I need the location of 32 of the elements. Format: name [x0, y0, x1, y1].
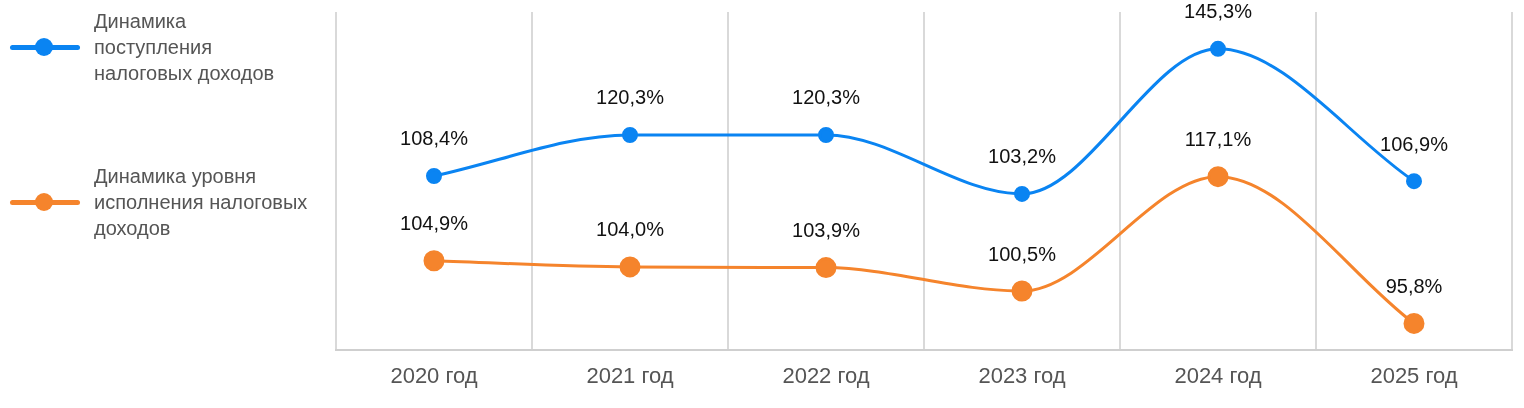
point [1403, 312, 1425, 334]
point [1011, 280, 1033, 302]
x-tick-label: 2024 год [1174, 362, 1262, 388]
data-label: 106,9% [1380, 132, 1449, 155]
point [1210, 40, 1226, 57]
data-label: 120,3% [596, 86, 665, 109]
data-label: 117,1% [1184, 128, 1252, 151]
point [1406, 173, 1422, 190]
x-tick-label: 2022 год [782, 362, 870, 388]
data-label: 103,9% [792, 219, 861, 242]
point [619, 256, 641, 278]
point [426, 167, 442, 184]
x-tick-label: 2021 год [586, 362, 674, 388]
point [818, 126, 834, 143]
data-label: 100,5% [988, 242, 1057, 265]
legend-label: Динамика поступления налоговых доходов [94, 9, 276, 86]
x-tick-label: 2023 год [978, 362, 1066, 388]
point [1014, 185, 1030, 202]
data-label: 120,3% [792, 86, 861, 109]
point [423, 250, 445, 272]
data-label: 145,3% [1184, 0, 1253, 23]
data-label: 104,0% [596, 218, 665, 241]
data-label: 103,2% [988, 145, 1057, 168]
point [622, 126, 638, 143]
data-label: 104,9% [400, 212, 469, 235]
legend-label: Динамика уровня исполнения налоговых доходов [94, 164, 309, 241]
x-tick-label: 2020 год [390, 362, 478, 388]
point [1207, 166, 1229, 188]
data-label: 108,4% [400, 127, 469, 150]
data-label: 95,8% [1385, 274, 1443, 297]
x-tick-label: 2025 год [1370, 362, 1458, 388]
point [815, 257, 837, 279]
